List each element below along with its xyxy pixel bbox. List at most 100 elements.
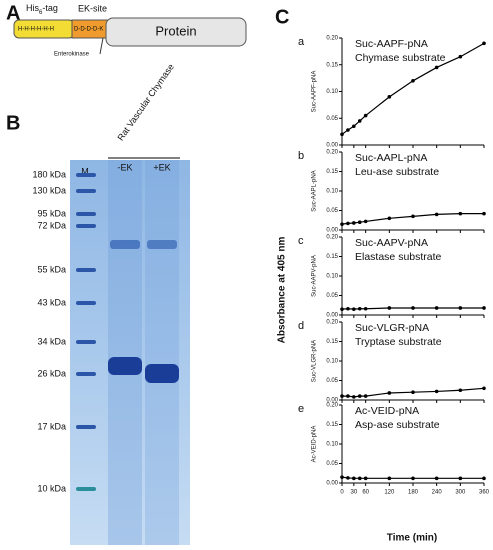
data-point [352, 307, 356, 311]
protein-text: Protein [155, 23, 196, 38]
data-point [352, 221, 356, 225]
marker-band [76, 268, 96, 272]
data-point [357, 394, 362, 398]
marker-label: 72 kDa [37, 220, 66, 230]
data-point [340, 394, 344, 398]
y-tick-label: 0.20 [326, 150, 338, 156]
y-tick-label: 0.15 [326, 169, 338, 175]
y-tick-label: 0.00 [326, 313, 338, 319]
y-axis-title: Absorbance at 405 nm [277, 237, 288, 344]
x-tick-label: 240 [432, 490, 443, 496]
data-point [411, 214, 415, 219]
series-line [342, 387, 485, 398]
data-point [411, 79, 415, 83]
panel-label: d [298, 320, 304, 332]
marker-band [76, 487, 96, 491]
marker-band [76, 301, 96, 305]
marker-label: 180 kDa [32, 169, 66, 179]
lane [108, 160, 142, 545]
data-point [357, 306, 362, 311]
lane-label: M [81, 166, 89, 176]
data-point [482, 211, 486, 216]
data-point [482, 386, 486, 391]
panel-letter: A [6, 2, 20, 24]
lane [145, 160, 179, 545]
data-point [340, 475, 344, 479]
panel-label: e [298, 403, 304, 415]
data-point [482, 306, 486, 310]
site-label: EK-site [78, 3, 107, 13]
y-tick-label: 0.05 [326, 116, 338, 122]
y-tick-label: 0.10 [326, 442, 338, 448]
y-tick-label: 0.05 [326, 461, 338, 467]
data-point [387, 476, 392, 481]
chart-title: Tryptase substrate [355, 336, 442, 348]
y-tick-label: 0.15 [326, 254, 338, 260]
x-tick-label: 180 [408, 490, 419, 496]
band [110, 240, 140, 249]
tag-suffix: -tag [42, 3, 58, 13]
y-tick-label: 0.15 [326, 339, 338, 345]
tag-sub: 6 [39, 10, 43, 16]
data-point [387, 306, 392, 310]
asp-text: D-D-D-D-K [74, 27, 103, 33]
marker-band [76, 372, 96, 376]
data-point [434, 389, 439, 394]
data-point [352, 124, 356, 129]
x-tick-label: 120 [384, 490, 395, 496]
y-tick-label: 0.10 [326, 89, 338, 95]
data-point [346, 128, 350, 132]
y-tick-label: 0.05 [326, 378, 338, 384]
series-line [341, 42, 485, 135]
marker-band [76, 173, 96, 177]
data-point [346, 394, 350, 398]
chart-title: Suc-AAPF-pNA [355, 38, 428, 50]
x-tick-label: 30 [350, 490, 357, 496]
y-axis-label: Suc-AAPF-pNA [312, 71, 318, 113]
sample-label: Rat Vascular Chymase [115, 62, 176, 143]
marker-label: 17 kDa [37, 421, 66, 431]
data-point [346, 476, 350, 480]
data-point [482, 41, 486, 46]
data-point [434, 65, 439, 70]
data-point [411, 306, 415, 310]
chart-title: Suc-AAPL-pNA [355, 152, 427, 164]
chart-title: Suc-AAPV-pNA [355, 237, 428, 249]
y-tick-label: 0.20 [326, 36, 338, 42]
cut-mark [99, 37, 104, 55]
y-tick-label: 0.00 [326, 228, 338, 234]
data-point [340, 222, 344, 226]
marker-band [76, 224, 96, 228]
enzyme-label: Enterokinase [54, 52, 90, 58]
chart-title: Ac-VEID-pNA [355, 405, 419, 417]
data-point [357, 476, 362, 481]
y-tick-label: 0.00 [326, 143, 338, 149]
marker-label: 55 kDa [37, 264, 66, 274]
series-line [341, 476, 484, 479]
data-point [363, 394, 368, 398]
data-point [363, 476, 368, 481]
band [145, 364, 179, 383]
panel-letter: B [6, 112, 20, 134]
data-point [411, 476, 415, 481]
y-tick-label: 0.10 [326, 189, 338, 195]
y-tick-label: 0.20 [326, 235, 338, 241]
marker-label: 130 kDa [32, 185, 66, 195]
y-tick-label: 0.00 [326, 398, 338, 404]
marker-label: 10 kDa [37, 483, 66, 493]
x-axis-title: Time (min) [387, 533, 437, 544]
data-point [458, 476, 463, 481]
data-point [346, 221, 350, 226]
panel-letter: C [275, 6, 289, 28]
lane-label: -EK [117, 162, 132, 172]
y-tick-label: 0.10 [326, 274, 338, 280]
data-point [387, 391, 392, 395]
data-point [340, 132, 344, 137]
marker-band [76, 189, 96, 193]
data-point [346, 306, 350, 311]
y-axis-label: Ac-VEID-pNA [312, 426, 318, 463]
marker-band [76, 425, 96, 429]
y-tick-label: 0.15 [326, 422, 338, 428]
chart-title: Elastase substrate [355, 251, 442, 263]
